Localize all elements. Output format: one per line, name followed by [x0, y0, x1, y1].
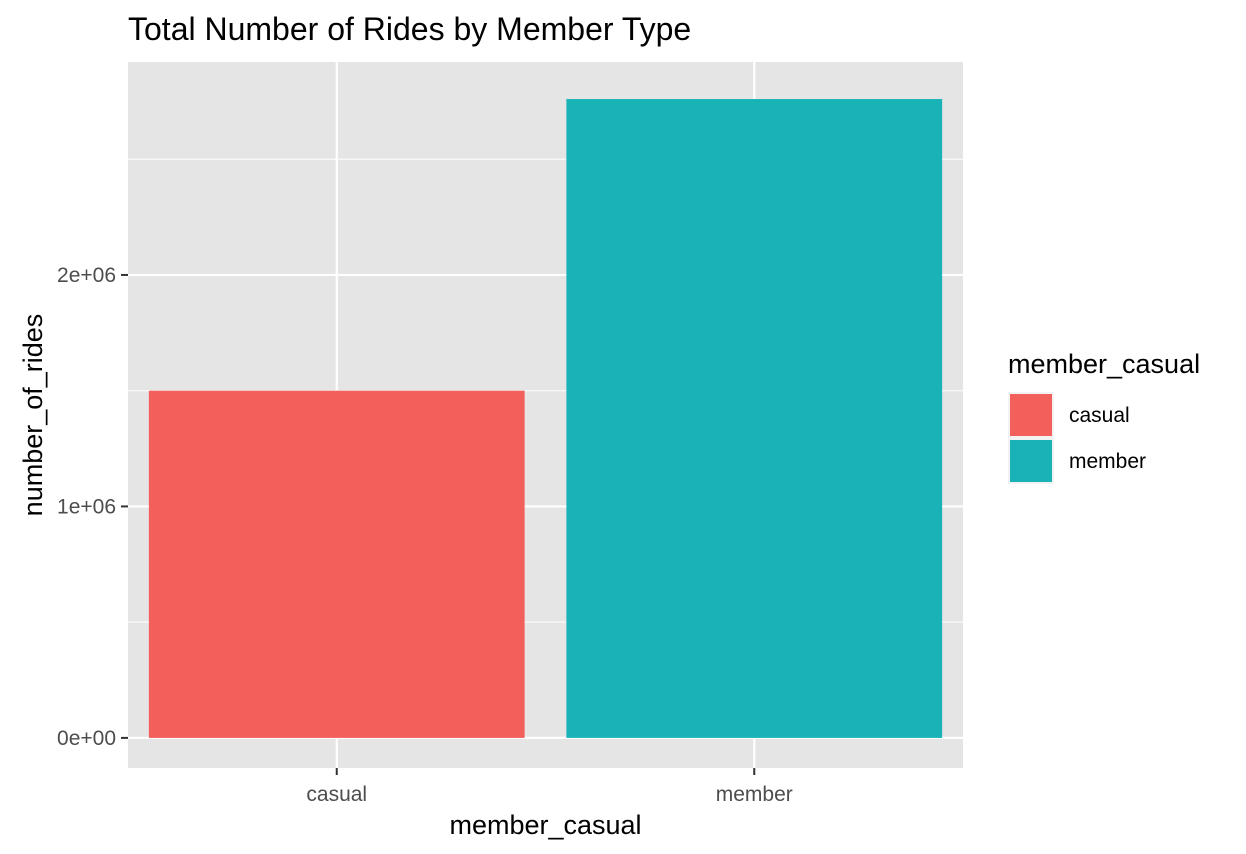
y-tick-label: 2e+06: [57, 264, 116, 287]
x-tick-label: member: [716, 783, 793, 806]
legend-title: member_casual: [1008, 349, 1200, 379]
chart-title: Total Number of Rides by Member Type: [128, 11, 691, 47]
bar-member: [566, 99, 943, 738]
legend-label-casual: casual: [1069, 404, 1130, 427]
y-axis-title: number_of_rides: [18, 314, 48, 517]
legend-label-member: member: [1069, 450, 1146, 473]
legend-swatch-member: [1010, 440, 1052, 482]
y-tick-label: 0e+00: [57, 727, 116, 750]
bars: [148, 99, 943, 738]
axes: 0e+00 1e+06 2e+06 casual member: [57, 264, 793, 806]
legend-swatch-casual: [1010, 394, 1052, 436]
y-tick-label: 1e+06: [57, 495, 116, 518]
x-tick-label: casual: [306, 783, 367, 806]
legend: member_casual casual member: [1008, 349, 1200, 484]
x-axis-title: member_casual: [449, 810, 641, 840]
bar-casual: [148, 390, 525, 738]
